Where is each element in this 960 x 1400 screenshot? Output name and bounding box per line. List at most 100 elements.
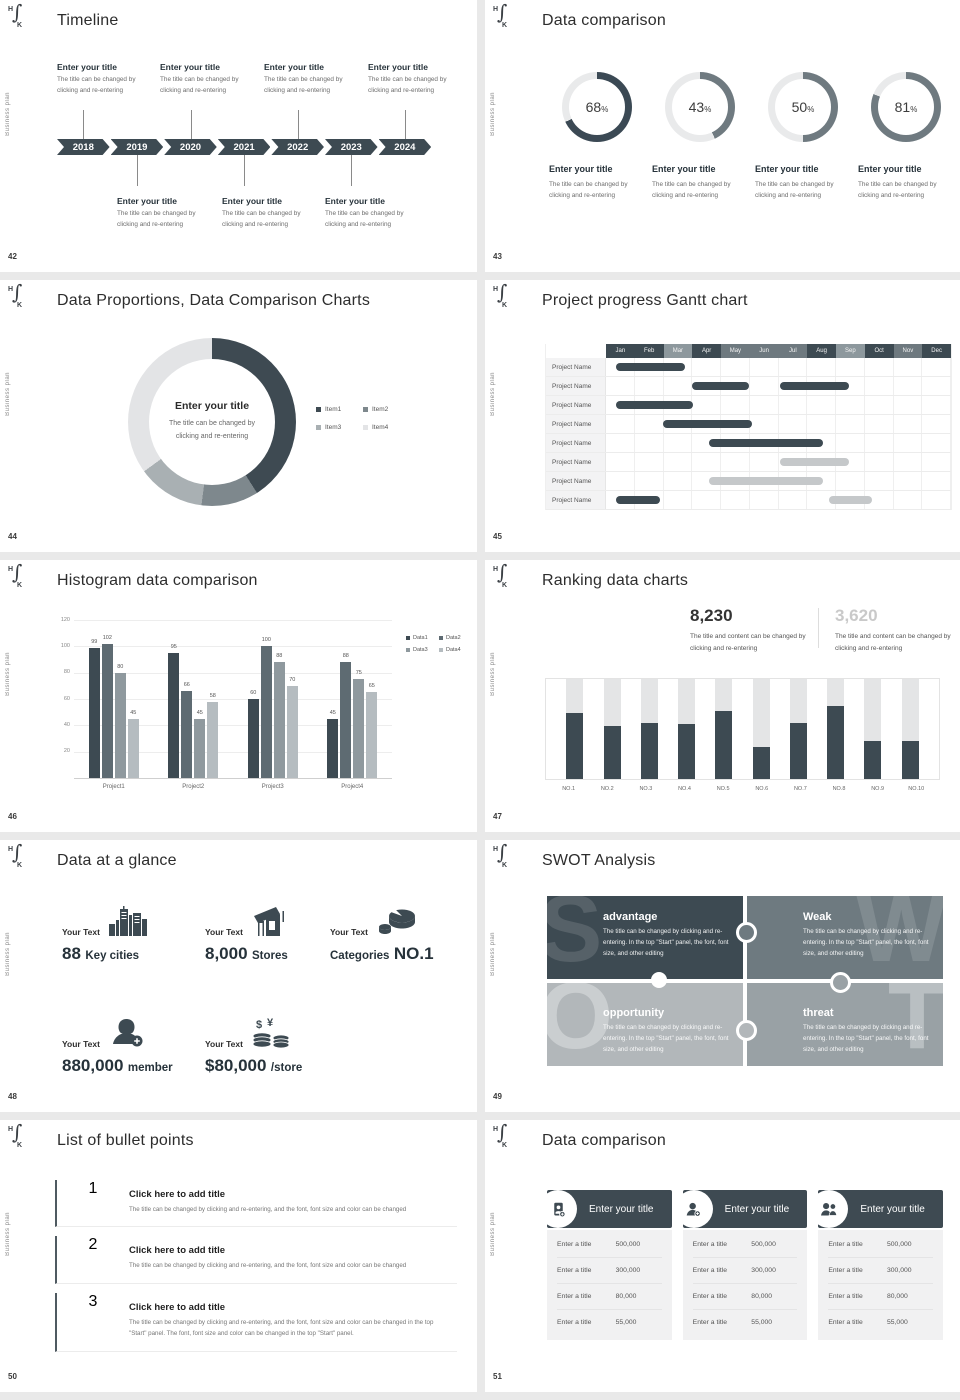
gantt-month: Mar <box>663 344 693 358</box>
slide-48-glance[interactable]: H ∫ K Business plan Data at a glance 48 Yo… <box>0 840 477 1112</box>
ring-desc: The title can be changed by clicking and… <box>549 181 628 200</box>
card-row-label: Enter a title <box>557 1319 592 1326</box>
cards-row: Enter your title Enter a title 500,000 Ente… <box>541 1190 944 1340</box>
ranking-label: NO.10 <box>908 786 925 792</box>
gantt-row-label: Project Name <box>546 415 606 433</box>
slide-42-timeline[interactable]: H ∫ K Business plan Timeline 42 Enter your… <box>0 0 477 272</box>
card-row-label: Enter a title <box>828 1267 863 1274</box>
comparison-card: Enter your title Enter a title 500,000 Ente… <box>541 1190 672 1340</box>
stats-group: Your Text 88 Key cities Your Text 8,000 Sto… <box>62 906 470 1101</box>
gantt-cell <box>635 491 664 509</box>
bar-value: 95 <box>170 643 177 650</box>
gantt-cell <box>664 453 693 471</box>
timeline-entry-desc: The title can be changed by clicking and… <box>264 76 343 94</box>
logo-letter: H <box>493 1126 499 1133</box>
bar-value: 58 <box>209 692 216 699</box>
grid-line <box>74 620 392 621</box>
gantt-cell <box>807 396 836 414</box>
bar <box>273 662 285 778</box>
card-row: Enter a title 300,000 <box>557 1258 662 1284</box>
stat-number: 8,000 <box>205 944 248 963</box>
sidebar-vertical-text: Business plan <box>490 372 496 416</box>
gantt-row-label: Project Name <box>546 491 606 509</box>
gantt-cell <box>894 453 923 471</box>
glance-item-value: Categories NO.1 <box>330 944 434 964</box>
glance-item-value: 88 Key cities <box>62 944 147 964</box>
ranking-label: NO.3 <box>639 786 653 792</box>
timeline-connector <box>244 155 246 186</box>
ranking-track <box>864 679 882 779</box>
glance-item: Your Text 8,000 Stores <box>205 906 288 964</box>
timeline-entry-title: Enter your title <box>325 196 385 206</box>
slide-43-data-comparison[interactable]: H ∫ K Business plan Data comparison 43 68%… <box>485 0 960 272</box>
legend-item: Item2 <box>363 406 410 413</box>
gantt-row-label: Project Name <box>546 472 606 490</box>
swot-panel-content: threat The title can be changed by clicki… <box>803 1007 941 1056</box>
chart-legend: Data1 Data2 Data3 Data4 <box>406 635 472 653</box>
gantt-cell <box>922 396 951 414</box>
svg-text:¥: ¥ <box>267 1018 274 1029</box>
ranking-track <box>901 679 919 779</box>
ranking-track <box>678 679 696 779</box>
donut-center: Enter your title The title can be changed… <box>158 368 266 476</box>
card-body: Enter a title 500,000 Enter a title 300,000… <box>547 1230 672 1340</box>
donut-hole <box>149 359 275 485</box>
card-row-value: 80,000 <box>886 1293 908 1300</box>
slide-45-gantt[interactable]: H ∫ K Business plan Project progress Gantt… <box>485 280 960 552</box>
gantt-cell <box>606 453 635 471</box>
logo-letter: H <box>493 6 499 13</box>
slide-46-histogram[interactable]: H ∫ K Business plan Histogram data compari… <box>0 560 477 832</box>
gantt-cell <box>606 472 635 490</box>
timeline-entry-desc: The title can be changed by clicking and… <box>368 76 447 94</box>
member-add-icon <box>109 1018 145 1053</box>
logo-letter: ∫ <box>497 280 508 304</box>
ring-value: 68% <box>585 99 609 115</box>
gantt-cell <box>635 377 664 395</box>
ranking-chart <box>545 678 940 780</box>
glance-item-value: $80,000 /store <box>205 1056 302 1076</box>
ring-hole: 68% <box>569 79 625 135</box>
card-row-label: Enter a title <box>828 1241 863 1248</box>
slide-50-bullets[interactable]: H ∫ K Business plan List of bullet points … <box>0 1120 477 1392</box>
ring-value: 50% <box>791 99 815 115</box>
bar <box>286 685 298 778</box>
bullet-list: 1 Click here to add title The title can be… <box>55 1180 457 1361</box>
ranking-track <box>566 679 584 779</box>
ring-title: Enter your title <box>652 164 716 174</box>
slide-47-ranking[interactable]: H ∫ K Business plan Ranking data charts 47… <box>485 560 960 832</box>
gantt-cell <box>692 358 721 376</box>
ranking-track <box>640 679 658 779</box>
legend-marker <box>316 425 321 430</box>
brand-logo: H ∫ K <box>493 842 517 871</box>
gantt-cell <box>922 415 951 433</box>
bar-value: 75 <box>355 670 362 677</box>
slide-51-data-cards[interactable]: H ∫ K Business plan Data comparison 51 Ent… <box>485 1120 960 1392</box>
slide-title: Project progress Gantt chart <box>542 292 748 309</box>
glance-item: Your Text $ ¥ $80,000 /store <box>205 1017 302 1076</box>
ranking-fill <box>789 723 807 779</box>
timeline-entry: Enter your title The title can be changed… <box>264 62 361 96</box>
timeline-year: 2020 <box>164 139 217 155</box>
brand-logo: H ∫ K <box>8 282 32 311</box>
slide-44-proportions[interactable]: H ∫ K Business plan Data Proportions, Data… <box>0 280 477 552</box>
stat-desc: The title and content can be changed by … <box>835 633 951 652</box>
ranking-fill <box>566 713 584 779</box>
card-row: Enter a title 80,000 <box>828 1284 934 1310</box>
sidebar-vertical-text: Business plan <box>490 932 496 976</box>
donut-center-desc: The title can be changed by clicking and… <box>168 420 255 440</box>
timeline-year: 2018 <box>57 139 110 155</box>
ring-item: 81% Enter your title The title can be chan… <box>858 72 954 201</box>
gantt-month: Dec <box>922 344 951 358</box>
swot-panel-title: Weak <box>803 911 832 923</box>
ranking-fill <box>752 747 770 779</box>
logo-letter: H <box>8 6 14 13</box>
legend-item: Item3 <box>316 424 363 431</box>
card-row: Enter a title 300,000 <box>828 1258 934 1284</box>
ranking-label: NO.2 <box>600 786 614 792</box>
stat-number: NO.1 <box>393 944 434 963</box>
y-tick-label: 120 <box>60 616 70 623</box>
ranking-fill <box>640 723 658 779</box>
stat-value: 3,620 <box>835 606 878 625</box>
